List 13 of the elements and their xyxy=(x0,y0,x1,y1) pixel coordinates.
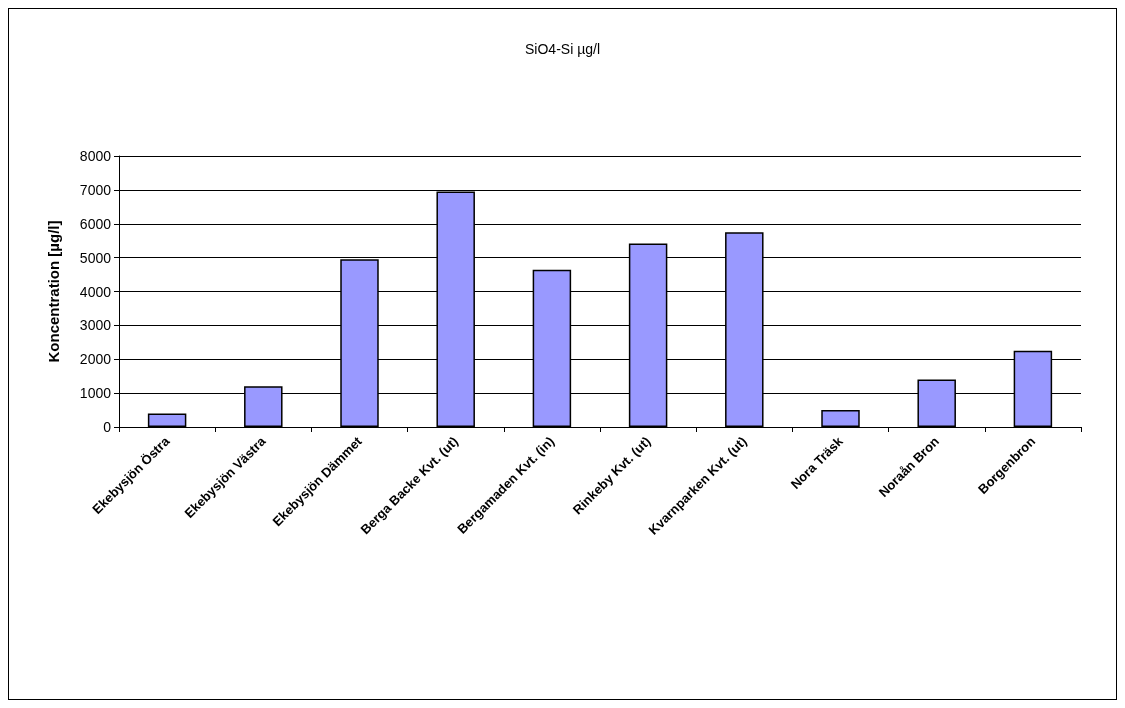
y-axis-title: Koncentration [µg/l] xyxy=(45,220,62,363)
chart-title: SiO4-Si µg/l xyxy=(525,41,600,57)
y-tick-label: 5000 xyxy=(79,249,112,266)
bar xyxy=(821,410,860,427)
y-tick-label: 7000 xyxy=(79,181,112,198)
y-tick-label: 3000 xyxy=(79,317,112,334)
y-tick-label: 4000 xyxy=(79,283,112,300)
bar xyxy=(147,413,187,427)
y-tick-label: 6000 xyxy=(79,215,112,232)
y-tick-label: 1000 xyxy=(79,385,112,402)
y-tick-label: 0 xyxy=(103,419,112,435)
y-tick-label: 2000 xyxy=(79,351,112,368)
y-tick-label: 8000 xyxy=(79,148,112,164)
